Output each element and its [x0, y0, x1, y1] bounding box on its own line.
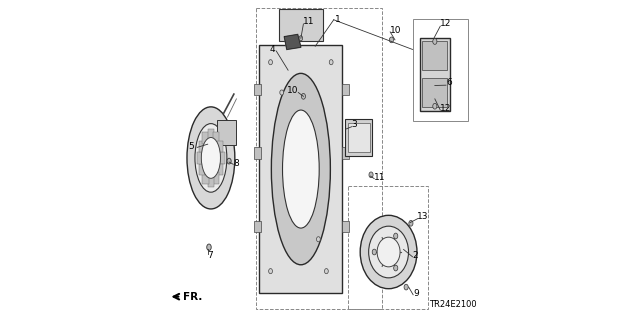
Text: 4: 4 [269, 45, 275, 54]
Ellipse shape [369, 172, 373, 178]
Ellipse shape [377, 237, 400, 267]
Bar [253, 221, 260, 232]
Bar [202, 172, 209, 183]
Text: 2: 2 [413, 251, 418, 260]
Ellipse shape [317, 237, 320, 242]
Ellipse shape [227, 158, 231, 164]
Bar [291, 153, 298, 169]
Text: 13: 13 [417, 212, 429, 221]
Bar [292, 177, 299, 193]
Ellipse shape [202, 137, 220, 178]
Text: 10: 10 [390, 26, 402, 35]
Bar [198, 164, 205, 175]
Ellipse shape [282, 110, 319, 228]
Ellipse shape [394, 233, 398, 239]
Bar [301, 182, 308, 198]
Text: 6: 6 [446, 78, 452, 87]
Text: 7: 7 [208, 251, 214, 260]
Ellipse shape [369, 226, 408, 278]
Bar [213, 172, 220, 183]
Bar [278, 9, 323, 41]
Bar [420, 38, 450, 111]
Ellipse shape [329, 60, 333, 65]
Bar [259, 45, 342, 293]
Bar [218, 120, 236, 145]
Text: 12: 12 [440, 19, 451, 28]
Ellipse shape [301, 93, 305, 99]
Ellipse shape [433, 39, 437, 44]
Bar [301, 140, 308, 156]
Bar [422, 41, 447, 70]
Ellipse shape [269, 269, 273, 274]
Bar [218, 152, 225, 164]
Bar [305, 153, 312, 169]
Text: 9: 9 [413, 289, 419, 298]
Bar [290, 161, 297, 177]
Ellipse shape [433, 103, 437, 109]
Bar [217, 164, 223, 175]
Ellipse shape [280, 90, 284, 95]
Polygon shape [284, 34, 301, 49]
Ellipse shape [372, 249, 376, 255]
Bar [296, 185, 303, 201]
Bar [422, 78, 447, 107]
Bar [348, 186, 428, 309]
Ellipse shape [404, 284, 408, 290]
Bar [296, 137, 303, 153]
Bar [292, 145, 299, 161]
Text: 8: 8 [234, 159, 239, 168]
Bar [208, 175, 214, 187]
Text: 11: 11 [374, 173, 386, 182]
Bar [342, 221, 349, 232]
Bar [253, 84, 260, 95]
Ellipse shape [409, 220, 413, 226]
Bar [208, 129, 214, 141]
Ellipse shape [324, 269, 328, 274]
Ellipse shape [269, 60, 273, 65]
Bar [217, 141, 223, 152]
Bar [413, 19, 468, 121]
Bar [303, 177, 310, 193]
Text: 10: 10 [287, 86, 298, 95]
Bar [348, 123, 370, 152]
Text: 5: 5 [188, 142, 194, 151]
Ellipse shape [207, 244, 211, 250]
Bar [294, 182, 301, 198]
Bar [305, 161, 312, 177]
Bar [198, 141, 205, 152]
Ellipse shape [195, 124, 227, 192]
Ellipse shape [187, 107, 235, 209]
Bar [299, 137, 306, 153]
Text: 12: 12 [440, 104, 451, 113]
Bar [294, 140, 301, 156]
Bar [342, 147, 349, 159]
Ellipse shape [360, 215, 417, 289]
Bar [197, 152, 204, 164]
Text: FR.: FR. [183, 292, 202, 302]
Ellipse shape [299, 36, 303, 41]
Bar [213, 132, 220, 144]
Bar [255, 8, 382, 309]
Text: TR24E2100: TR24E2100 [429, 300, 476, 309]
Bar [305, 169, 312, 185]
Ellipse shape [271, 73, 330, 265]
Ellipse shape [394, 265, 398, 271]
Bar [303, 145, 310, 161]
Bar [299, 185, 306, 201]
Text: 11: 11 [303, 17, 315, 26]
Bar [253, 147, 260, 159]
Ellipse shape [389, 37, 394, 43]
Bar [346, 120, 372, 156]
Bar [342, 84, 349, 95]
Text: 3: 3 [351, 120, 357, 129]
Text: 1: 1 [335, 15, 341, 24]
Bar [291, 169, 298, 185]
Bar [202, 132, 209, 144]
